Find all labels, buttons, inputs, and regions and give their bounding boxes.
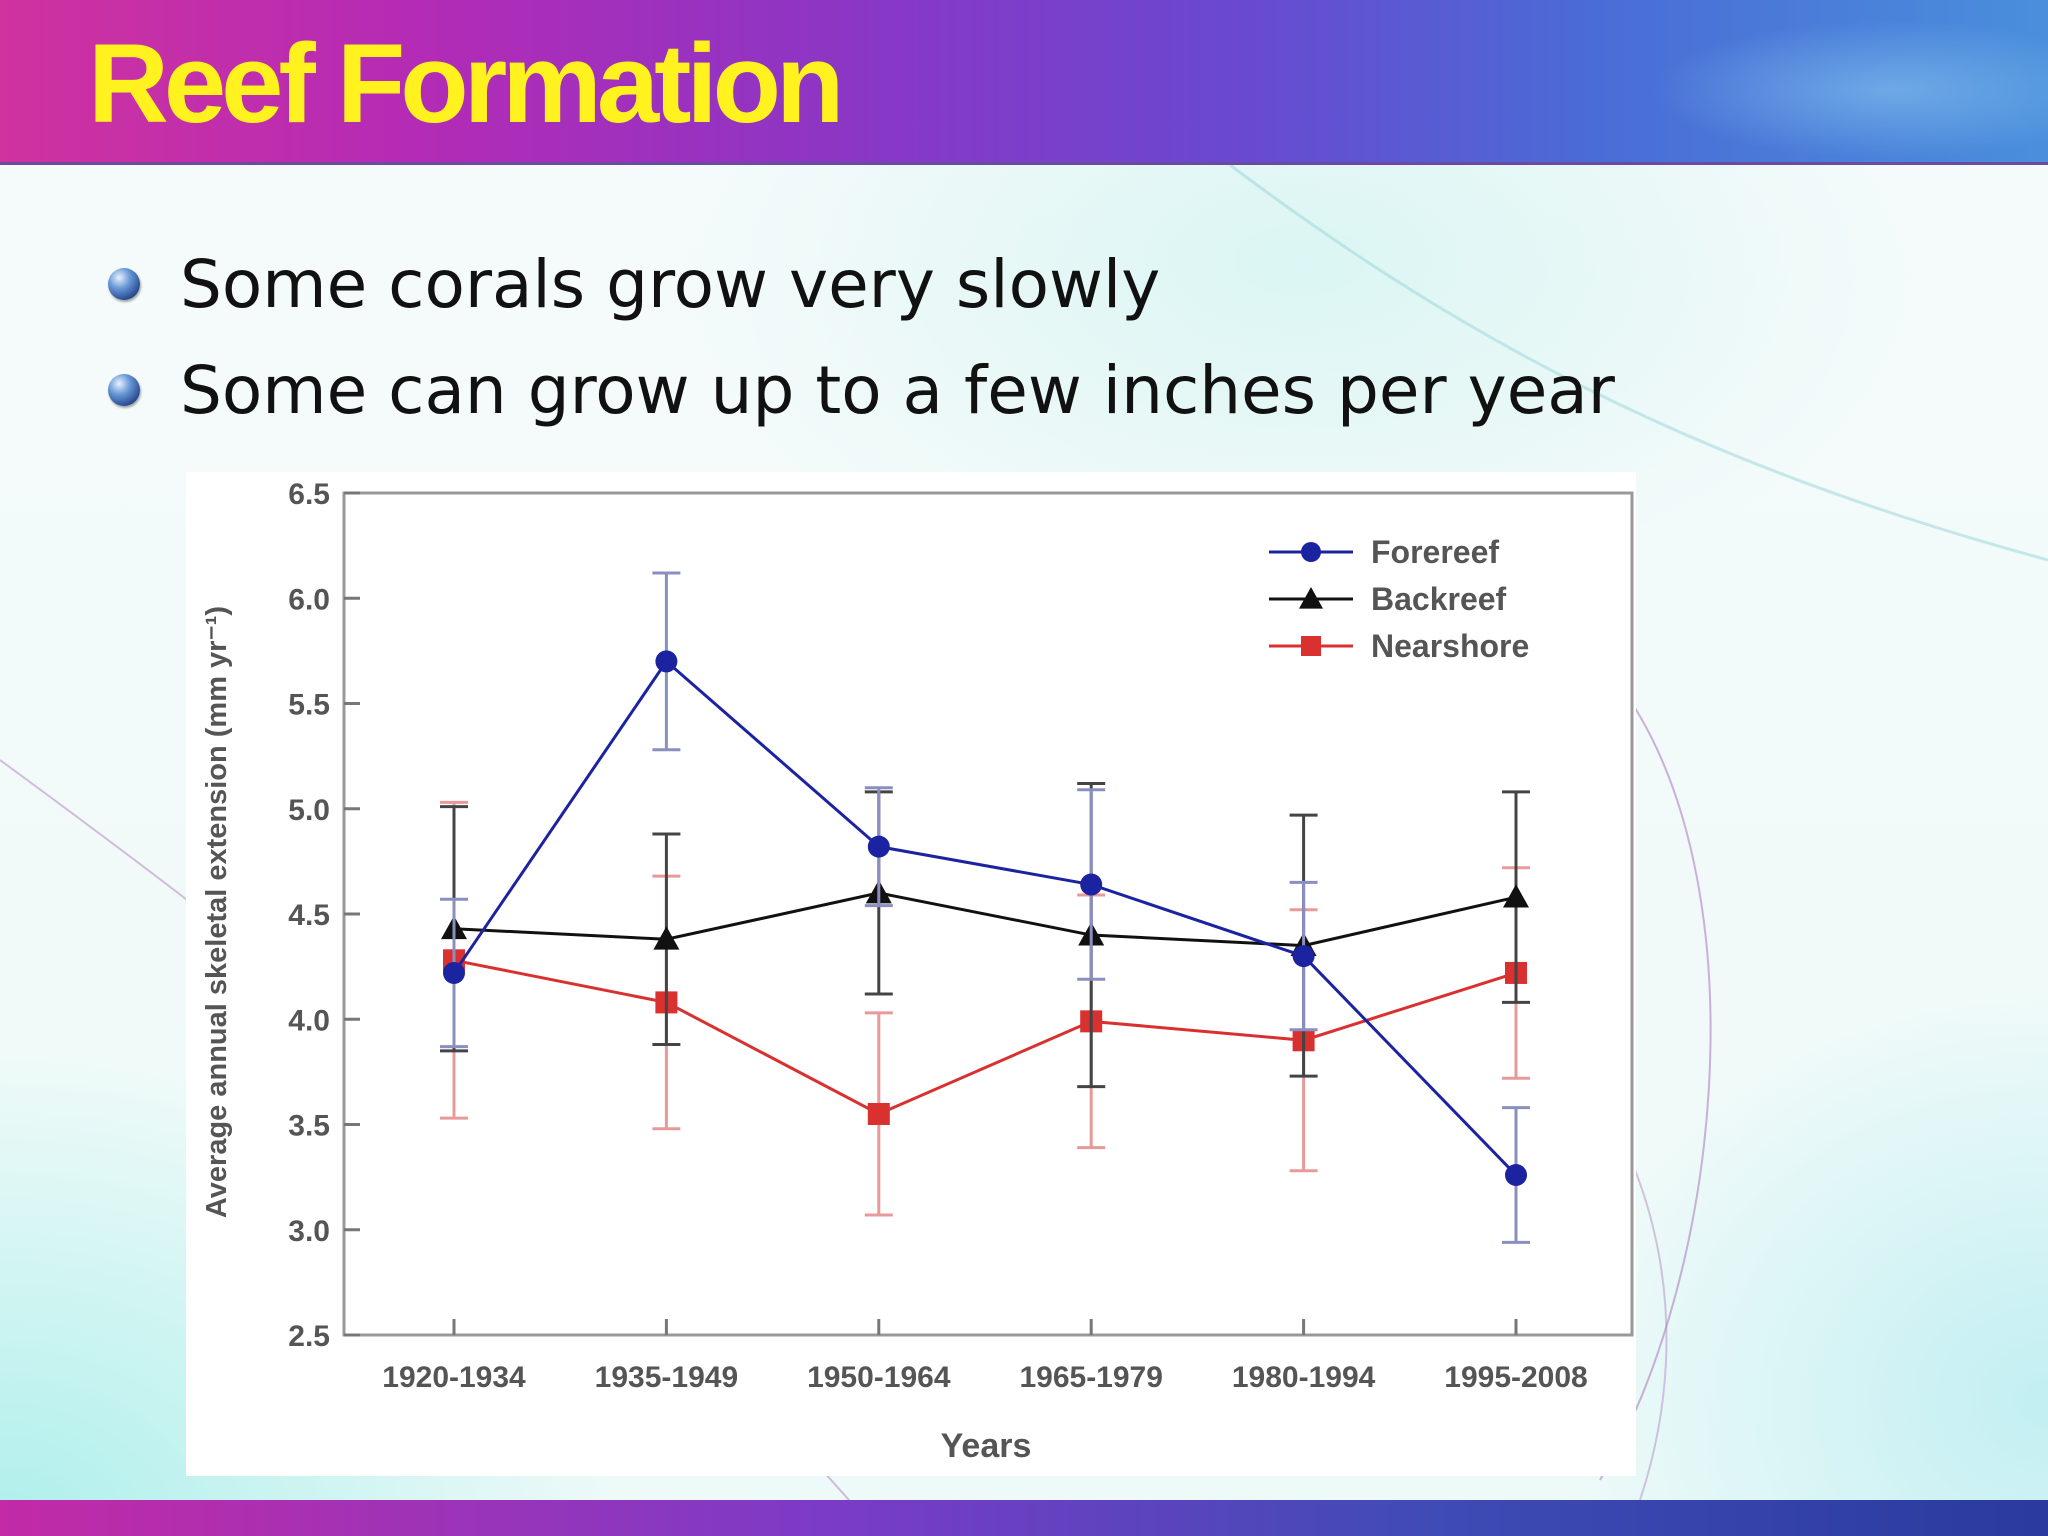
- legend-label: Forereef: [1371, 534, 1499, 570]
- bullet-item: Some corals grow very slowly: [108, 232, 1615, 338]
- bullet-sphere-icon: [108, 268, 140, 300]
- forereef-line: [452, 659, 1518, 1177]
- backreef-line: [453, 891, 1517, 948]
- y-axis: 2.5 3.0 3.5 4.0 4.5 5.0 5.5 6.0 6.5: [288, 478, 360, 1353]
- x-tick-label: 1980-1994: [1232, 1361, 1376, 1394]
- bullet-list: Some corals grow very slowly Some can gr…: [108, 232, 1615, 444]
- backreef-point: [653, 926, 680, 950]
- series-layer: [440, 571, 1530, 1244]
- title-bar-glow: [1650, 20, 2048, 160]
- legend-label: Nearshore: [1371, 628, 1529, 664]
- y-tick-label: 6.0: [288, 583, 330, 616]
- y-tick-label: 4.5: [288, 899, 330, 932]
- y-tick-label: 5.5: [288, 689, 330, 722]
- bullet-text: Some corals grow very slowly: [180, 246, 1161, 323]
- nearshore-point: [867, 1102, 890, 1125]
- y-tick-label: 5.0: [288, 794, 330, 827]
- forereef-point: [1080, 873, 1103, 896]
- bullet-sphere-icon: [108, 374, 140, 406]
- forereef-point: [867, 835, 890, 858]
- y-tick-label: 2.5: [288, 1320, 330, 1353]
- backreef-point: [1299, 587, 1323, 609]
- forereef-point: [1301, 542, 1321, 562]
- legend: Forereef Backreef Nearshore: [1269, 534, 1529, 664]
- bullet-text: Some can grow up to a few inches per yea…: [180, 352, 1615, 429]
- x-tick-label: 1950-1964: [807, 1361, 951, 1394]
- x-tick-label: 1935-1949: [595, 1361, 738, 1394]
- forereef-point: [1505, 1164, 1527, 1187]
- backreef-point: [1503, 884, 1529, 908]
- bottom-bar: [0, 1500, 2048, 1536]
- forereef-series: [440, 571, 1530, 1244]
- x-tick-label: 1995-2008: [1444, 1361, 1587, 1394]
- y-tick-label: 3.5: [288, 1110, 330, 1143]
- y-tick-label: 3.0: [288, 1215, 330, 1248]
- backreef-series: [440, 781, 1530, 1089]
- x-tick-label: 1920-1934: [382, 1361, 526, 1394]
- forereef-point: [655, 650, 678, 673]
- x-axis: 1920-1934 1935-1949 1950-1964 1965-1979 1980…: [382, 1319, 1588, 1394]
- legend-label: Backreef: [1371, 581, 1507, 617]
- title-bar: [0, 0, 2048, 165]
- bullet-item: Some can grow up to a few inches per yea…: [108, 338, 1615, 444]
- y-tick-label: 4.0: [288, 1004, 330, 1037]
- x-tick-label: 1965-1979: [1019, 1361, 1162, 1394]
- nearshore-point: [1301, 636, 1321, 656]
- slide-title: Reef Formation: [88, 21, 844, 146]
- nearshore-line: [453, 958, 1517, 1116]
- x-axis-label: Years: [941, 1427, 1032, 1465]
- y-tick-label: 6.5: [288, 478, 330, 511]
- y-axis-label: Average annual skeletal extension (mm yr…: [201, 606, 233, 1218]
- forereef-point: [1292, 945, 1315, 968]
- growth-chart: 2.5 3.0 3.5 4.0 4.5 5.0 5.5 6.0 6.5 1920-1934 193…: [201, 478, 1634, 1465]
- forereef-point: [443, 961, 465, 984]
- chart-panel: 2.5 3.0 3.5 4.0 4.5 5.0 5.5 6.0 6.5 1920-1934 193…: [186, 472, 1636, 1476]
